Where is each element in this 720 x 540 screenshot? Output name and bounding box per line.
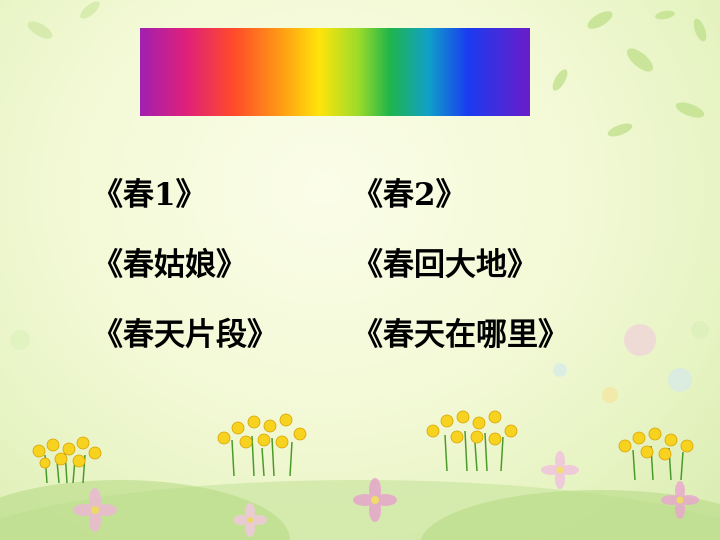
yellow-flower-cluster bbox=[426, 410, 518, 472]
yellow-flower-cluster bbox=[217, 413, 307, 477]
bokeh-decoration bbox=[10, 321, 709, 403]
yellow-flower-cluster bbox=[32, 436, 102, 484]
poem-title-chuntian-zai-nali[interactable]: 《春天在哪里》 bbox=[352, 317, 569, 353]
rainbow-banner bbox=[140, 28, 530, 116]
pink-flower-decoration bbox=[73, 451, 699, 537]
poem-title-chun-1[interactable]: 《春1》 bbox=[92, 177, 207, 213]
poem-title-chun-guniang[interactable]: 《春姑娘》 bbox=[92, 247, 247, 283]
poem-title-chuntian-pianduan[interactable]: 《春天片段》 bbox=[92, 317, 278, 353]
yellow-flower-cluster bbox=[618, 427, 694, 481]
meadow-decoration bbox=[0, 480, 720, 540]
poem-title-chun-hui-dadi[interactable]: 《春回大地》 bbox=[352, 247, 538, 283]
poem-title-chun-2[interactable]: 《春2》 bbox=[352, 177, 467, 213]
leaf-decoration bbox=[552, 10, 707, 137]
